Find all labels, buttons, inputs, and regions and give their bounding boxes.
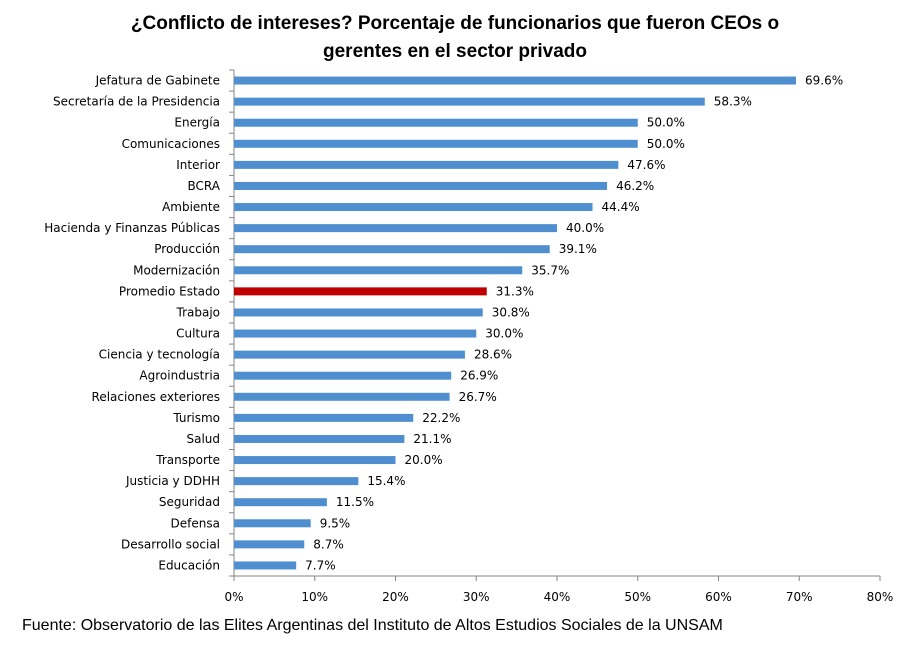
category-label: Jefatura de Gabinete [95, 74, 220, 88]
data-label: 11.5% [336, 495, 374, 509]
category-label: Comunicaciones [122, 137, 220, 151]
bar [234, 97, 705, 106]
x-tick-label: 30% [463, 590, 490, 604]
bar [234, 413, 414, 422]
category-label: Interior [176, 158, 220, 172]
category-label: Seguridad [159, 495, 220, 509]
x-tick-label: 70% [786, 590, 813, 604]
category-label: Educación [158, 558, 220, 572]
data-label: 8.7% [313, 537, 344, 551]
category-label: Producción [154, 242, 220, 256]
category-label: Modernización [133, 263, 220, 277]
chart-title-line-1: ¿Conflicto de intereses? Porcentaje de f… [130, 13, 780, 34]
bar [234, 477, 359, 486]
chart-title-line-2: gerentes en el sector privado [323, 41, 587, 62]
category-label: Relaciones exteriores [92, 390, 220, 404]
category-label: BCRA [188, 179, 221, 193]
data-label: 40.0% [566, 221, 604, 235]
data-label: 28.6% [474, 348, 512, 362]
bar [234, 181, 608, 190]
data-label: 69.6% [805, 74, 843, 88]
category-label: Transporte [155, 453, 220, 467]
bar [234, 371, 452, 380]
data-label: 7.7% [305, 558, 336, 572]
data-label: 44.4% [602, 200, 640, 214]
data-label: 15.4% [367, 474, 405, 488]
bar [234, 350, 465, 359]
bar [234, 76, 797, 85]
data-label: 35.7% [531, 263, 569, 277]
data-label: 39.1% [559, 242, 597, 256]
category-label: Justicia y DDHH [125, 474, 220, 488]
bar [234, 308, 483, 317]
data-label: 22.2% [422, 411, 460, 425]
data-label: 46.2% [616, 179, 654, 193]
category-label: Ciencia y tecnología [99, 348, 220, 362]
source-note: Fuente: Observatorio de las Elites Argen… [22, 617, 723, 634]
bar [234, 118, 638, 127]
data-label: 50.0% [647, 116, 685, 130]
data-label: 31.3% [496, 284, 534, 298]
bar [234, 139, 638, 148]
bar [234, 224, 557, 233]
bar [234, 160, 619, 169]
data-label: 30.8% [492, 305, 530, 319]
category-label: Cultura [176, 327, 220, 341]
bar [234, 266, 523, 275]
x-tick-label: 80% [867, 590, 894, 604]
category-label: Energía [174, 116, 220, 130]
bar [234, 203, 593, 212]
bar [234, 519, 311, 528]
data-label: 30.0% [485, 327, 523, 341]
bar [234, 245, 550, 254]
bar [234, 498, 327, 507]
bar [234, 456, 396, 465]
bar [234, 561, 297, 570]
x-tick-label: 50% [624, 590, 651, 604]
data-label: 21.1% [413, 432, 451, 446]
chart-title: ¿Conflicto de intereses? Porcentaje de f… [60, 10, 850, 66]
category-label: Hacienda y Finanzas Públicas [44, 221, 220, 235]
category-label: Desarrollo social [121, 537, 220, 551]
x-tick-label: 10% [301, 590, 328, 604]
data-label: 26.9% [460, 369, 498, 383]
bar [234, 392, 450, 401]
bar-highlight [234, 287, 487, 296]
category-label: Secretaría de la Presidencia [53, 95, 220, 109]
bar [234, 329, 477, 338]
category-label: Ambiente [162, 200, 220, 214]
data-label: 9.5% [320, 516, 351, 530]
data-label: 58.3% [714, 95, 752, 109]
bar [234, 540, 305, 549]
x-tick-label: 0% [224, 590, 243, 604]
data-label: 50.0% [647, 137, 685, 151]
bar [234, 434, 405, 443]
category-label: Salud [186, 432, 220, 446]
data-label: 26.7% [459, 390, 497, 404]
data-label: 20.0% [405, 453, 443, 467]
category-label: Agroindustria [139, 369, 220, 383]
category-label: Trabajo [176, 305, 221, 319]
data-label: 47.6% [627, 158, 665, 172]
category-label: Turismo [172, 411, 220, 425]
category-label: Promedio Estado [119, 284, 220, 298]
x-tick-label: 20% [382, 590, 409, 604]
category-label: Defensa [171, 516, 220, 530]
x-tick-label: 40% [544, 590, 571, 604]
x-tick-label: 60% [705, 590, 732, 604]
